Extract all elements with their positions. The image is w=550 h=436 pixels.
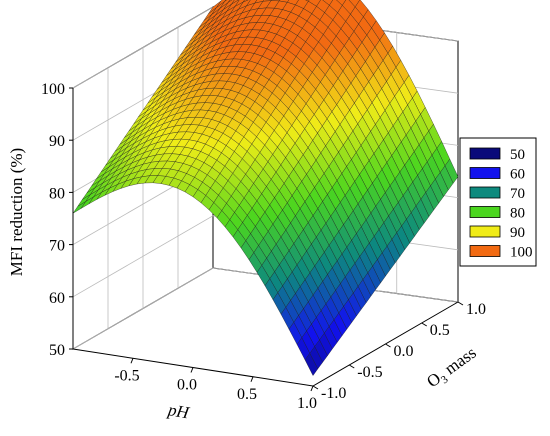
x-tick-label: 0.5 bbox=[237, 386, 257, 403]
response-surface bbox=[72, 0, 459, 376]
y-tick-label: -1.0 bbox=[321, 385, 346, 402]
y-tick bbox=[421, 322, 428, 327]
legend-label: 80 bbox=[510, 206, 525, 222]
legend-label: 50 bbox=[510, 147, 525, 163]
legend-swatch bbox=[469, 167, 501, 179]
z-tick-label: 50 bbox=[49, 342, 65, 359]
x-tick bbox=[310, 385, 314, 392]
z-tick-label: 100 bbox=[41, 81, 65, 98]
z-axis-label: MFI reduction (%) bbox=[7, 148, 26, 276]
legend-swatch bbox=[469, 206, 501, 218]
legend-swatch bbox=[469, 186, 501, 199]
y-tick bbox=[312, 385, 319, 390]
legend-label: 100 bbox=[510, 245, 533, 261]
x-tick-label: -0.5 bbox=[114, 367, 139, 384]
legend-swatch bbox=[469, 147, 501, 160]
x-tick bbox=[250, 376, 254, 382]
y-tick bbox=[457, 301, 464, 306]
y-tick bbox=[385, 343, 391, 348]
legend-label: 90 bbox=[510, 225, 525, 241]
x-tick-label: 0.0 bbox=[177, 377, 197, 394]
y-tick-label: 0.0 bbox=[394, 343, 414, 360]
y-tick-label: 1.0 bbox=[466, 301, 486, 318]
tick-labels: 5060708090100-0.50.00.51.0-1.0-0.50.00.5… bbox=[41, 81, 486, 412]
x-tick bbox=[190, 367, 194, 373]
y-tick bbox=[348, 364, 355, 369]
legend-swatch bbox=[469, 225, 501, 238]
legend-swatch bbox=[469, 245, 501, 257]
z-gridline bbox=[72, 267, 459, 350]
x-tick bbox=[130, 358, 134, 364]
z-tick-label: 80 bbox=[49, 185, 65, 202]
surface-cell bbox=[304, 352, 319, 376]
z-tick-label: 90 bbox=[49, 133, 65, 150]
legend: 50 60 70 80 90 100 bbox=[459, 137, 537, 267]
legend-label: 70 bbox=[510, 186, 525, 202]
y-tick-label: -0.5 bbox=[357, 364, 382, 381]
y-axis-label: O3 mass bbox=[423, 343, 481, 394]
y-tick-label: 0.5 bbox=[430, 322, 450, 339]
x-tick-label: 1.0 bbox=[297, 395, 317, 412]
z-tick-label: 60 bbox=[49, 290, 65, 307]
z-tick-label: 70 bbox=[49, 238, 65, 255]
x-axis-label: pH bbox=[166, 400, 192, 423]
legend-label: 60 bbox=[510, 167, 525, 183]
